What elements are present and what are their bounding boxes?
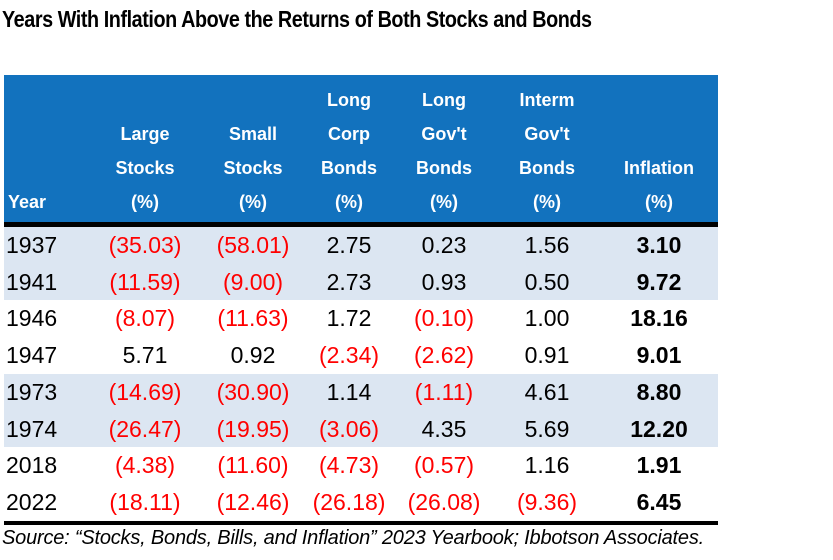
table-row-2018: 2018 (4.38) (11.60) (4.73) (0.57) 1.16 1.91 <box>4 447 718 484</box>
cell-small_stocks: (19.95) <box>202 410 304 448</box>
col-header-long_corp_bonds: Long Corp Bonds (%) <box>304 75 394 227</box>
cell-year: 1941 <box>4 263 88 301</box>
table-row-1937: 1937 (35.03) (58.01) 2.75 0.23 1.56 3.10 <box>4 224 718 264</box>
col-header-line: Small <box>228 124 278 144</box>
cell-interm_govt_bonds: 1.56 <box>494 224 600 264</box>
col-header-line: Gov't <box>421 124 467 144</box>
cell-year: 1946 <box>6 305 58 332</box>
cell-long_corp_bonds: 1.14 <box>304 373 394 411</box>
cell-inflation: 9.01 <box>636 342 682 369</box>
col-header-line: (%) <box>430 192 458 212</box>
cell-inflation: 3.10 <box>600 224 718 264</box>
cell-interm_govt_bonds: 0.91 <box>524 342 570 369</box>
cell-interm_govt_bonds: (9.36) <box>494 483 600 525</box>
col-header-line: Long <box>422 90 466 110</box>
cell-small_stocks: (11.60) <box>217 452 289 479</box>
cell-long_corp_bonds: (4.73) <box>318 452 380 479</box>
col-header-line: (%) <box>239 192 267 212</box>
table-header: Year Large Stocks (%) Small Stocks (%) Long Corp… <box>4 75 718 227</box>
cell-long_govt_bonds: (0.10) <box>413 305 475 332</box>
cell-interm_govt_bonds: 5.69 <box>494 410 600 448</box>
col-header-line: Corp <box>328 124 370 144</box>
inflation-returns-table: Year Large Stocks (%) Small Stocks (%) Long Corp… <box>4 75 718 525</box>
col-header-large_stocks: Large Stocks (%) <box>88 75 202 227</box>
cell-year: 2022 <box>4 483 88 525</box>
cell-small_stocks: (30.90) <box>202 373 304 411</box>
source-note: Source: “Stocks, Bonds, Bills, and Infla… <box>2 527 704 549</box>
col-header-line: Bonds <box>519 158 575 178</box>
cell-long_corp_bonds: (26.18) <box>304 483 394 525</box>
table-row-1974: 1974 (26.47) (19.95) (3.06) 4.35 5.69 12.20 <box>4 410 718 448</box>
col-header-line: Bonds <box>416 158 472 178</box>
table-row-1973: 1973 (14.69) (30.90) 1.14 (1.11) 4.61 8.80 <box>4 373 718 411</box>
cell-long_corp_bonds: 2.75 <box>304 224 394 264</box>
cell-small_stocks: 0.92 <box>230 342 276 369</box>
cell-small_stocks: (9.00) <box>202 263 304 301</box>
col-header-line: Gov't <box>524 124 570 144</box>
cell-year: 1974 <box>4 410 88 448</box>
col-header-line: Interm <box>519 90 575 110</box>
cell-small_stocks: (58.01) <box>202 224 304 264</box>
cell-inflation: 1.91 <box>636 452 682 479</box>
col-header-line: Year <box>8 192 47 212</box>
table-header-row: Year Large Stocks (%) Small Stocks (%) Long Corp… <box>4 75 718 227</box>
col-header-line: (%) <box>645 192 673 212</box>
table-row-1946: 1946 (8.07) (11.63) 1.72 (0.10) 1.00 18.16 <box>4 300 718 337</box>
col-header-line: Stocks <box>115 158 175 178</box>
col-header-line: Large <box>120 124 170 144</box>
cell-large_stocks: 5.71 <box>122 342 168 369</box>
cell-interm_govt_bonds: 1.00 <box>524 305 570 332</box>
cell-small_stocks: (12.46) <box>202 483 304 525</box>
cell-inflation: 12.20 <box>600 410 718 448</box>
col-header-line: (%) <box>533 192 561 212</box>
cell-long_govt_bonds: 4.35 <box>394 410 494 448</box>
col-header-line: Bonds <box>321 158 377 178</box>
col-header-line: Inflation <box>624 158 694 178</box>
cell-long_govt_bonds: 0.93 <box>394 263 494 301</box>
cell-interm_govt_bonds: 1.16 <box>524 452 570 479</box>
col-header-interm_govt_bonds: Interm Gov't Bonds (%) <box>494 75 600 227</box>
cell-year: 1973 <box>4 373 88 411</box>
cell-year: 2018 <box>6 452 58 479</box>
table-row-1947: 1947 5.71 0.92 (2.34) (2.62) 0.91 9.01 <box>4 337 718 374</box>
table-row-1941: 1941 (11.59) (9.00) 2.73 0.93 0.50 9.72 <box>4 263 718 301</box>
col-header-line: Stocks <box>223 158 283 178</box>
cell-long_govt_bonds: (1.11) <box>394 373 494 411</box>
col-header-line: (%) <box>335 192 363 212</box>
cell-large_stocks: (4.38) <box>114 452 176 479</box>
cell-large_stocks: (8.07) <box>114 305 176 332</box>
cell-interm_govt_bonds: 0.50 <box>494 263 600 301</box>
cell-long_corp_bonds: (2.34) <box>318 342 380 369</box>
cell-long_govt_bonds: 0.23 <box>394 224 494 264</box>
table-row-2022: 2022 (18.11) (12.46) (26.18) (26.08) (9.36) 6.… <box>4 483 718 525</box>
col-header-long_govt_bonds: Long Gov't Bonds (%) <box>394 75 494 227</box>
col-header-inflation: Inflation (%) <box>600 75 718 227</box>
cell-long_govt_bonds: (2.62) <box>413 342 475 369</box>
cell-inflation: 9.72 <box>600 263 718 301</box>
cell-long_corp_bonds: 2.73 <box>304 263 394 301</box>
col-header-year: Year <box>4 75 88 227</box>
cell-long_corp_bonds: 1.72 <box>326 305 372 332</box>
col-header-line: (%) <box>131 192 159 212</box>
cell-long_govt_bonds: (0.57) <box>413 452 475 479</box>
table-body: 1937 (35.03) (58.01) 2.75 0.23 1.56 3.10 1941 (1… <box>4 224 718 525</box>
cell-large_stocks: (26.47) <box>88 410 202 448</box>
cell-large_stocks: (14.69) <box>88 373 202 411</box>
col-header-small_stocks: Small Stocks (%) <box>202 75 304 227</box>
cell-large_stocks: (18.11) <box>88 483 202 525</box>
cell-inflation: 8.80 <box>600 373 718 411</box>
cell-large_stocks: (11.59) <box>88 263 202 301</box>
cell-interm_govt_bonds: 4.61 <box>494 373 600 411</box>
cell-inflation: 6.45 <box>600 483 718 525</box>
cell-large_stocks: (35.03) <box>88 224 202 264</box>
col-header-line: Long <box>327 90 371 110</box>
cell-year: 1947 <box>6 342 58 369</box>
cell-small_stocks: (11.63) <box>217 305 289 332</box>
cell-year: 1937 <box>4 224 88 264</box>
cell-long_govt_bonds: (26.08) <box>394 483 494 525</box>
cell-inflation: 18.16 <box>630 305 688 332</box>
cell-long_corp_bonds: (3.06) <box>304 410 394 448</box>
figure-title: Years With Inflation Above the Returns o… <box>2 6 592 32</box>
